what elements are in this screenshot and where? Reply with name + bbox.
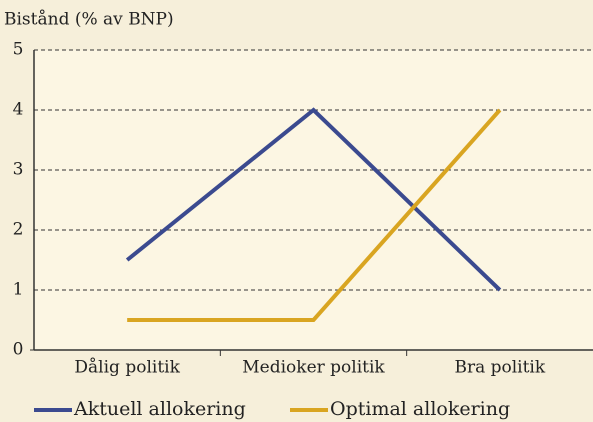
line-series — [127, 108, 502, 322]
y-tick-label: 4 — [13, 100, 24, 120]
legend-label: Aktuell allokering — [73, 398, 246, 420]
y-tick-label: 5 — [13, 40, 24, 60]
legend-label: Optimal allokering — [330, 398, 510, 420]
line-series — [125, 107, 502, 292]
x-tick-label: Medioker politik — [242, 358, 385, 378]
chart-title: Bistånd (% av BNP) — [4, 10, 174, 30]
x-tick-label: Bra politik — [454, 358, 545, 378]
plot-area — [34, 50, 593, 350]
y-tick-label: 0 — [13, 340, 24, 360]
y-tick-label: 3 — [13, 160, 24, 180]
x-tick-label: Dålig politik — [74, 358, 180, 378]
y-tick-label: 2 — [13, 220, 24, 240]
y-tick-label: 1 — [13, 280, 24, 300]
